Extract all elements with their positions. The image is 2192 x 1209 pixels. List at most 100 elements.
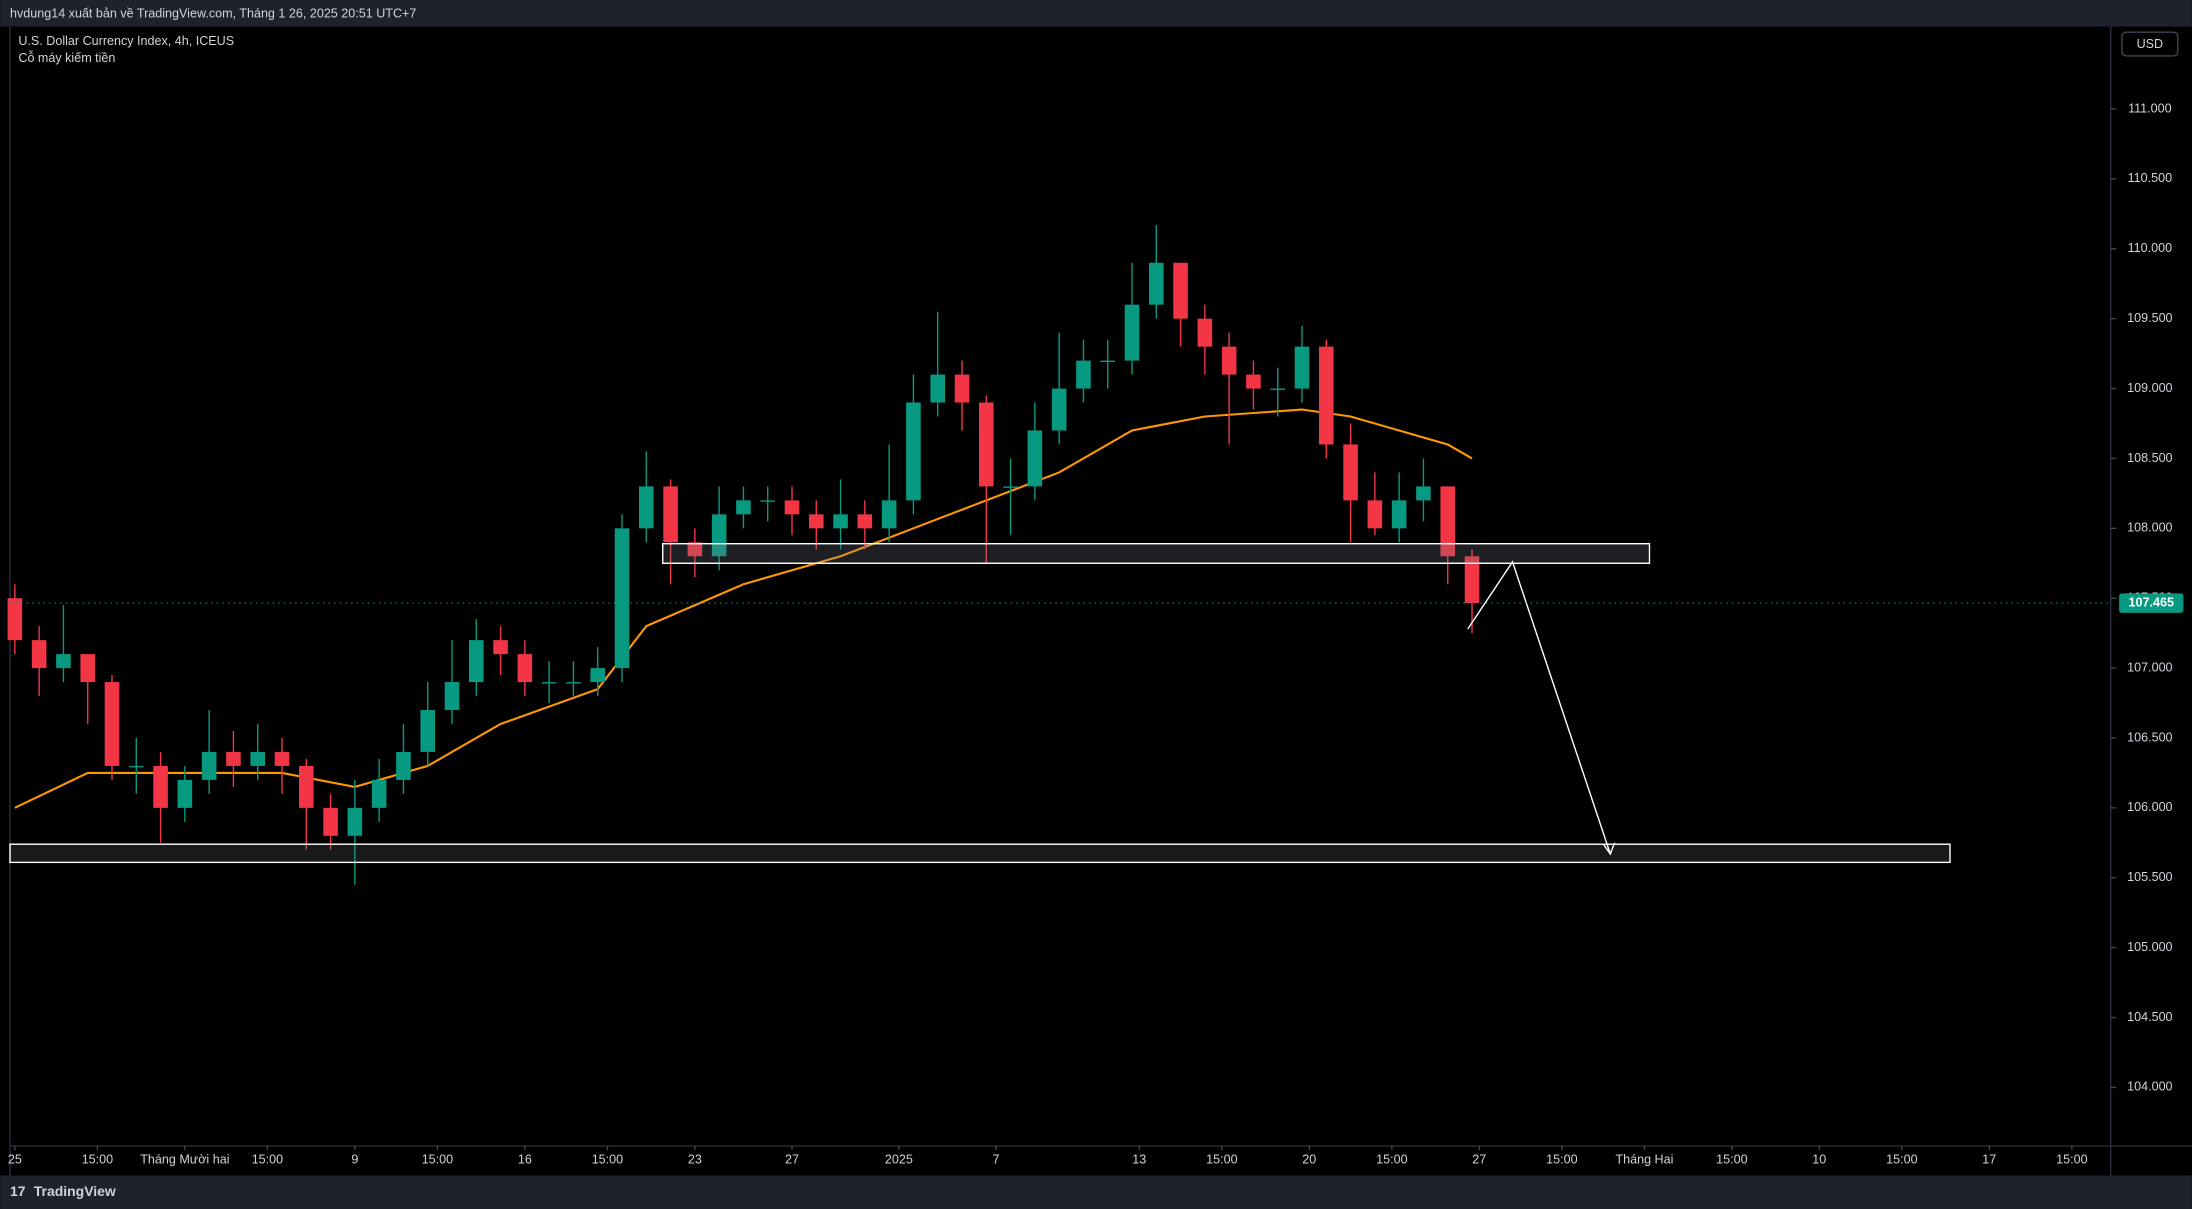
candle-body bbox=[541, 682, 557, 684]
candle-body bbox=[760, 500, 776, 502]
candle-body bbox=[1003, 486, 1018, 488]
candle-body bbox=[1294, 346, 1310, 389]
brand-logo: 17 bbox=[10, 1183, 26, 1199]
candle-body bbox=[1416, 486, 1431, 501]
resistance-zone bbox=[662, 543, 1651, 564]
top-bar bbox=[0, 0, 2192, 27]
candle-body bbox=[1246, 374, 1261, 389]
candle-body bbox=[736, 500, 751, 515]
candle-body bbox=[444, 682, 460, 711]
projection-arrow bbox=[1467, 560, 1612, 855]
x-tick-label: 20 bbox=[1302, 1152, 1316, 1166]
candle-body bbox=[420, 710, 435, 752]
indicator-name: Cỗ máy kiếm tiền bbox=[18, 50, 115, 65]
candle-body bbox=[1440, 486, 1456, 557]
candle-body bbox=[347, 807, 363, 836]
x-tick-label: 15:00 bbox=[1886, 1152, 1917, 1166]
candle-body bbox=[687, 542, 703, 557]
candle-body bbox=[128, 765, 144, 768]
candle-body bbox=[784, 500, 800, 515]
candle-body bbox=[1173, 262, 1188, 319]
y-tick-label: 104.000 bbox=[2127, 1080, 2172, 1094]
candle-body bbox=[7, 598, 23, 641]
candle-body bbox=[906, 402, 921, 501]
y-tick-label: 106.500 bbox=[2127, 730, 2172, 744]
y-tick-label: 109.500 bbox=[2127, 311, 2172, 325]
x-tick-label: 15:00 bbox=[592, 1152, 623, 1166]
candle-body bbox=[1051, 388, 1067, 431]
x-tick-label: 10 bbox=[1812, 1152, 1826, 1166]
x-tick-label: 15:00 bbox=[1716, 1152, 1747, 1166]
candle-body bbox=[1197, 318, 1213, 347]
last-price-label: 107.465 bbox=[2129, 595, 2174, 609]
currency-button[interactable] bbox=[2121, 31, 2179, 57]
candle-body bbox=[1149, 262, 1164, 305]
candle-body bbox=[979, 402, 994, 487]
plot bbox=[7, 225, 1480, 885]
candle-body bbox=[468, 640, 484, 683]
y-tick-label: 105.500 bbox=[2127, 870, 2172, 884]
candle-body bbox=[493, 640, 508, 655]
y-tick-label: 104.500 bbox=[2127, 1010, 2172, 1024]
candle-body bbox=[1124, 304, 1140, 361]
candle-body bbox=[809, 514, 824, 529]
candle-body bbox=[517, 654, 533, 683]
x-tick-label: 16 bbox=[518, 1152, 532, 1166]
y-tick-label: 107.000 bbox=[2127, 660, 2172, 674]
last-price-box bbox=[2119, 593, 2184, 613]
x-tick-label: 15:00 bbox=[1376, 1152, 1407, 1166]
candle-body bbox=[954, 374, 970, 403]
candle-body bbox=[1391, 500, 1407, 529]
x-tick-label: 15:00 bbox=[422, 1152, 453, 1166]
candle-body bbox=[711, 514, 727, 557]
arrow-head bbox=[1602, 842, 1616, 856]
candle-body bbox=[1221, 346, 1237, 375]
candle-body bbox=[857, 514, 873, 529]
candle-body bbox=[56, 654, 71, 669]
candle-body bbox=[396, 751, 411, 780]
y-tick-label: 105.000 bbox=[2127, 940, 2172, 954]
candle-body bbox=[566, 682, 581, 684]
x-tick-label: 13 bbox=[1132, 1152, 1146, 1166]
target-zone bbox=[9, 843, 1951, 864]
candle-body bbox=[930, 374, 946, 403]
x-tick-label: 25 bbox=[8, 1152, 22, 1166]
candle-body bbox=[177, 779, 193, 808]
currency-label[interactable]: USD bbox=[2137, 37, 2164, 51]
candle-body bbox=[638, 486, 654, 529]
x-tick-label: 9 bbox=[351, 1152, 358, 1166]
candle-body bbox=[298, 765, 314, 808]
candle-body bbox=[1100, 360, 1116, 363]
candle-body bbox=[1270, 388, 1286, 390]
x-tick-label: 27 bbox=[785, 1152, 799, 1166]
candle-body bbox=[663, 486, 678, 543]
x-tick-label: 17 bbox=[1982, 1152, 1996, 1166]
y-tick-label: 110.000 bbox=[2128, 241, 2172, 255]
bottom-bar bbox=[0, 1175, 2192, 1209]
y-tick-label: 110.500 bbox=[2128, 171, 2172, 185]
candle-body bbox=[1343, 444, 1358, 501]
candle-body bbox=[1367, 500, 1383, 529]
x-tick-label: Tháng Hai bbox=[1615, 1152, 1673, 1166]
candle-body bbox=[590, 668, 605, 683]
y-tick-label: 108.500 bbox=[2127, 451, 2172, 465]
x-tick-label: 7 bbox=[993, 1152, 1000, 1166]
candle-body bbox=[371, 779, 387, 808]
publish-info: hvdung14 xuất bản về TradingView.com, Th… bbox=[10, 6, 416, 20]
y-tick-label: 106.000 bbox=[2127, 800, 2172, 814]
candle-body bbox=[1076, 360, 1091, 389]
candle-body bbox=[1319, 346, 1334, 445]
x-tick-label: 15:00 bbox=[1206, 1152, 1237, 1166]
brand: TradingView bbox=[34, 1183, 116, 1199]
candle-body bbox=[201, 751, 217, 780]
candle-body bbox=[80, 654, 95, 683]
candle-body bbox=[614, 528, 630, 669]
candle-body bbox=[250, 751, 265, 766]
x-tick-label: 2025 bbox=[885, 1152, 913, 1166]
x-tick-label: 15:00 bbox=[2056, 1152, 2087, 1166]
symbol-title: U.S. Dollar Currency Index, 4h, ICEUS bbox=[18, 34, 234, 48]
x-tick-label: 15:00 bbox=[1546, 1152, 1577, 1166]
candle-body bbox=[226, 751, 241, 766]
